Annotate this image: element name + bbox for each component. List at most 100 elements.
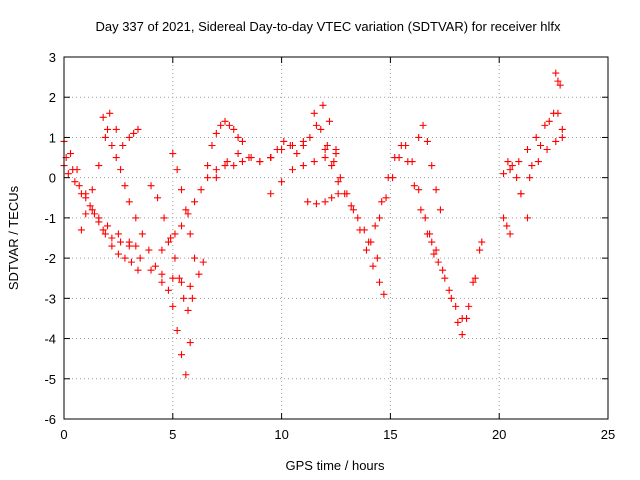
data-point <box>347 202 355 210</box>
series-track-7 <box>164 286 194 379</box>
data-point <box>330 158 338 166</box>
y-tick-label: -4 <box>44 332 56 347</box>
data-point <box>354 214 362 222</box>
data-point <box>99 113 107 121</box>
data-point <box>430 250 438 258</box>
data-point <box>395 154 403 162</box>
series-track-13 <box>267 150 340 198</box>
data-point <box>64 170 72 178</box>
data-point <box>323 141 331 149</box>
data-point <box>136 254 144 262</box>
grid <box>64 57 608 419</box>
data-point <box>125 133 133 141</box>
data-point <box>434 258 442 266</box>
series-track-27 <box>552 69 564 89</box>
data-point <box>532 133 540 141</box>
data-point <box>452 302 460 310</box>
data-point <box>286 141 294 149</box>
series-track-25 <box>517 133 566 198</box>
data-point <box>541 121 549 129</box>
y-tick-label: -1 <box>44 211 56 226</box>
data-point <box>180 294 188 302</box>
data-point <box>82 194 90 202</box>
data-point <box>408 158 416 166</box>
data-point <box>134 266 142 274</box>
data-point <box>88 186 96 194</box>
data-point <box>558 125 566 133</box>
data-point <box>310 109 318 117</box>
data-point <box>173 166 181 174</box>
data-point <box>373 254 381 262</box>
data-point <box>317 125 325 133</box>
series-track-24 <box>506 109 566 174</box>
data-point <box>204 174 212 182</box>
data-point <box>191 254 199 262</box>
data-point <box>169 274 177 282</box>
data-point <box>389 174 397 182</box>
data-point <box>99 226 107 234</box>
y-tick-label: -3 <box>44 291 56 306</box>
data-point <box>132 214 140 222</box>
x-tick-label: 20 <box>492 427 506 442</box>
data-point <box>221 162 229 170</box>
data-point <box>362 246 370 254</box>
data-point <box>171 230 179 238</box>
data-point <box>503 222 511 230</box>
data-point <box>125 198 133 206</box>
data-point <box>454 318 462 326</box>
y-tick-label: -6 <box>44 412 56 427</box>
data-point <box>178 186 186 194</box>
x-tick-label: 25 <box>601 427 615 442</box>
data-point <box>138 230 146 238</box>
data-point <box>554 77 562 85</box>
data-point <box>112 154 120 162</box>
data-point <box>432 186 440 194</box>
series-track-2 <box>60 162 194 290</box>
data-point <box>534 158 542 166</box>
data-point <box>293 150 301 158</box>
data-point <box>212 174 220 182</box>
data-point <box>325 117 333 125</box>
data-point <box>191 198 199 206</box>
data-point <box>469 278 477 286</box>
data-point <box>199 258 207 266</box>
series-track-6 <box>147 182 196 314</box>
data-point <box>428 238 436 246</box>
data-point <box>234 133 242 141</box>
data-point <box>380 290 388 298</box>
data-point <box>145 246 153 254</box>
data-point <box>463 314 471 322</box>
y-tick-label: 3 <box>49 50 56 65</box>
data-point <box>334 190 342 198</box>
data-point <box>77 190 85 198</box>
data-point <box>417 206 425 214</box>
data-point <box>158 270 166 278</box>
series-track-1 <box>60 137 140 250</box>
data-point <box>426 230 434 238</box>
chart-title: Day 337 of 2021, Sidereal Day-to-day VTE… <box>95 19 561 34</box>
data-point <box>349 206 357 214</box>
data-point <box>378 198 386 206</box>
data-point <box>221 117 229 125</box>
data-point <box>471 274 479 282</box>
data-point <box>175 274 183 282</box>
data-point <box>515 158 523 166</box>
data-point <box>360 226 368 234</box>
series-track-22 <box>500 158 531 222</box>
data-point <box>212 166 220 174</box>
data-point <box>506 166 514 174</box>
data-point <box>306 133 314 141</box>
y-tick-label: -5 <box>44 372 56 387</box>
series-track-23 <box>500 214 514 238</box>
data-point <box>88 206 96 214</box>
series-track-8 <box>169 150 207 278</box>
data-point <box>108 242 116 250</box>
data-point <box>245 154 253 162</box>
data-point <box>267 190 275 198</box>
data-point <box>288 166 296 174</box>
series-track-5 <box>99 113 166 286</box>
data-point <box>151 262 159 270</box>
data-point <box>500 214 508 222</box>
series-track-15 <box>321 146 388 298</box>
